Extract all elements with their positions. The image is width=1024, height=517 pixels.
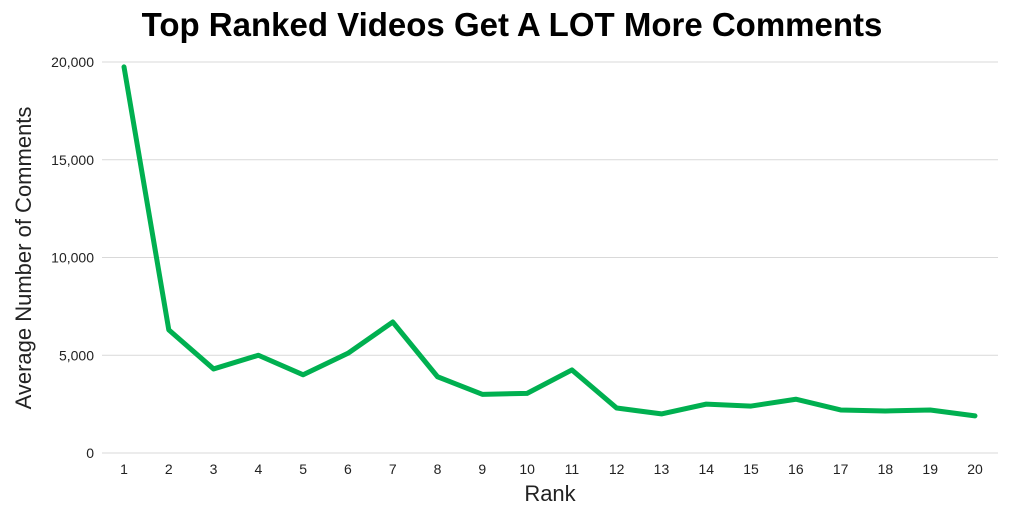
- y-axis-label: Average Number of Comments: [11, 107, 36, 410]
- x-tick-label: 14: [698, 461, 714, 477]
- x-tick-label: 16: [788, 461, 804, 477]
- x-tick-label: 15: [743, 461, 759, 477]
- x-tick-label: 19: [922, 461, 938, 477]
- x-tick-label: 11: [565, 461, 580, 477]
- x-tick-label: 18: [878, 461, 894, 477]
- x-tick-label: 10: [519, 461, 535, 477]
- x-tick-label: 13: [654, 461, 670, 477]
- y-tick-label: 5,000: [59, 347, 94, 363]
- x-tick-label: 4: [254, 461, 262, 477]
- y-tick-label: 10,000: [51, 250, 94, 266]
- x-tick-label: 6: [344, 461, 352, 477]
- x-tick-label: 5: [299, 461, 307, 477]
- x-tick-label: 3: [210, 461, 218, 477]
- x-tick-label: 20: [967, 461, 983, 477]
- chart-title: Top Ranked Videos Get A LOT More Comment…: [141, 6, 883, 43]
- y-tick-label: 20,000: [51, 54, 94, 70]
- x-axis-label: Rank: [524, 481, 576, 506]
- series-line: [121, 64, 978, 419]
- x-tick-label: 8: [434, 461, 442, 477]
- x-tick-label: 17: [833, 461, 849, 477]
- x-tick-label: 2: [165, 461, 173, 477]
- x-tick-label: 12: [609, 461, 625, 477]
- y-tick-label: 0: [86, 445, 94, 461]
- y-tick-label: 15,000: [51, 152, 94, 168]
- x-tick-label: 7: [389, 461, 397, 477]
- x-tick-label: 1: [120, 461, 128, 477]
- x-tick-label: 9: [478, 461, 486, 477]
